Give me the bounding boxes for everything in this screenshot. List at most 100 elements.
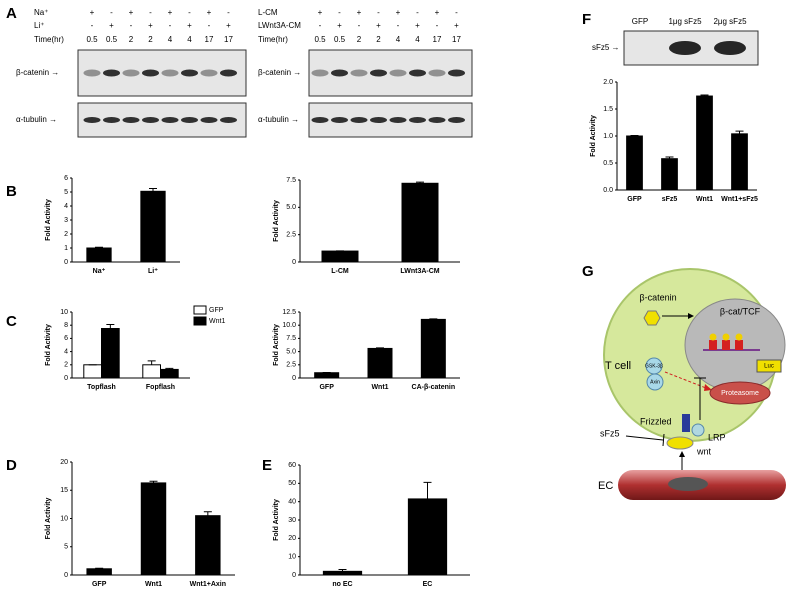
y-tick-label: 7.5 (286, 177, 296, 184)
y-axis-label: Fold Activity (590, 115, 597, 157)
lrp (691, 423, 705, 437)
legend-label: GFP (209, 307, 224, 314)
blot-band (428, 69, 446, 77)
blot-band (161, 69, 179, 77)
y-tick-label: 2 (64, 362, 68, 369)
time-value: 17 (224, 35, 233, 44)
x-tick-label: Wnt1+sFz5 (721, 196, 758, 203)
panel-label: F (582, 11, 591, 28)
y-tick-label: 60 (288, 462, 296, 469)
y-tick-label: 6 (64, 335, 68, 342)
bar (86, 568, 112, 576)
blot-band (142, 69, 159, 77)
treatment-mark: - (91, 21, 94, 30)
y-tick-label: 12.5 (282, 309, 296, 316)
x-tick-label: Wnt1 (371, 384, 388, 391)
y-tick-label: 0 (64, 259, 68, 266)
bar (86, 247, 112, 263)
y-tick-label: 0 (292, 375, 296, 382)
blot-band (428, 117, 446, 123)
time-value: 0.5 (106, 35, 118, 44)
treatment-label: L-CM (258, 8, 278, 17)
time-value: 17 (433, 35, 442, 44)
treatment-mark: - (377, 8, 380, 17)
time-value: 2 (129, 35, 134, 44)
treatment-mark: + (90, 8, 95, 17)
legend-swatch (193, 305, 207, 315)
error-bar (338, 569, 347, 572)
error-bar (149, 480, 158, 483)
y-tick-label: 15 (60, 487, 68, 494)
bar (83, 364, 103, 379)
luc-label: Luc (764, 364, 774, 370)
gsk-label: GSK-3β (645, 363, 663, 369)
y-tick-label: 1 (64, 245, 68, 252)
proteasome (709, 381, 771, 405)
blot-band (122, 117, 140, 123)
blot-band (83, 117, 101, 123)
error-bar (416, 181, 424, 184)
wnt (666, 436, 694, 450)
time-value: 17 (452, 35, 461, 44)
error-bar (423, 481, 432, 499)
y-tick-label: 4 (64, 348, 68, 355)
time-value: 2 (357, 35, 362, 44)
x-tick-label: Li⁺ (148, 268, 158, 275)
blot-band (409, 117, 426, 123)
y-tick-label: 4 (64, 203, 68, 210)
x-tick-label: LWnt3A-CM (400, 268, 439, 275)
beta-catenin-label: β-catenin (639, 292, 676, 302)
ec-nucleus (668, 477, 708, 491)
frizzled-label: Frizzled (640, 416, 672, 426)
treatment-mark: - (455, 8, 458, 17)
error-bar (735, 130, 744, 134)
bar (321, 250, 359, 263)
y-tick-label: 20 (60, 459, 68, 466)
treatment-mark: - (319, 21, 322, 30)
treatment-mark: + (109, 21, 114, 30)
y-tick-label: 10 (288, 554, 296, 561)
axin-label: Axin (650, 379, 660, 385)
panel-label: G (582, 263, 594, 280)
time-value: 4 (415, 35, 420, 44)
treatment-mark: - (169, 21, 172, 30)
proteasome-label: Proteasome (721, 390, 759, 397)
blot-band (161, 117, 179, 123)
time-value: 17 (205, 35, 214, 44)
bar (731, 133, 748, 191)
arrow (664, 371, 707, 389)
blot-band (83, 69, 101, 77)
treatment-mark: + (337, 21, 342, 30)
treatment-mark: + (435, 8, 440, 17)
treatment-mark: + (207, 8, 212, 17)
treatment-mark: + (187, 21, 192, 30)
treatment-label: LWnt3A-CM (258, 21, 301, 30)
y-tick-label: 20 (288, 535, 296, 542)
treatment-mark: - (416, 8, 419, 17)
treatment-mark: + (148, 21, 153, 30)
blot-band (714, 41, 746, 55)
treatment-mark: + (415, 21, 420, 30)
treatment-mark: - (436, 21, 439, 30)
lane-label: GFP (632, 17, 648, 26)
t-cell-label: T cell (605, 360, 631, 372)
time-value: 0.5 (86, 35, 98, 44)
frizzled (682, 414, 690, 432)
treatment-mark: - (397, 21, 400, 30)
pathway-diagram: β-cat/TCF Luc β-catenin GSK-3β Axin Prot… (598, 268, 786, 500)
legend-label: Wnt1 (209, 318, 225, 325)
y-tick-label: 50 (288, 480, 296, 487)
band-label: β-catenin → (258, 68, 301, 77)
y-tick-label: 5 (64, 189, 68, 196)
x-tick-label: GFP (319, 384, 334, 391)
time-value: 0.5 (314, 35, 326, 44)
treatment-mark: + (318, 8, 323, 17)
y-axis-label: Fold Activity (45, 199, 52, 241)
treatment-mark: - (208, 21, 211, 30)
blot-band (448, 117, 465, 123)
ec-label: EC (598, 480, 613, 492)
y-axis-label: Fold Activity (45, 324, 52, 366)
y-axis-label: Fold Activity (273, 200, 280, 242)
y-axis-label: Fold Activity (273, 324, 280, 366)
bar (401, 182, 439, 263)
